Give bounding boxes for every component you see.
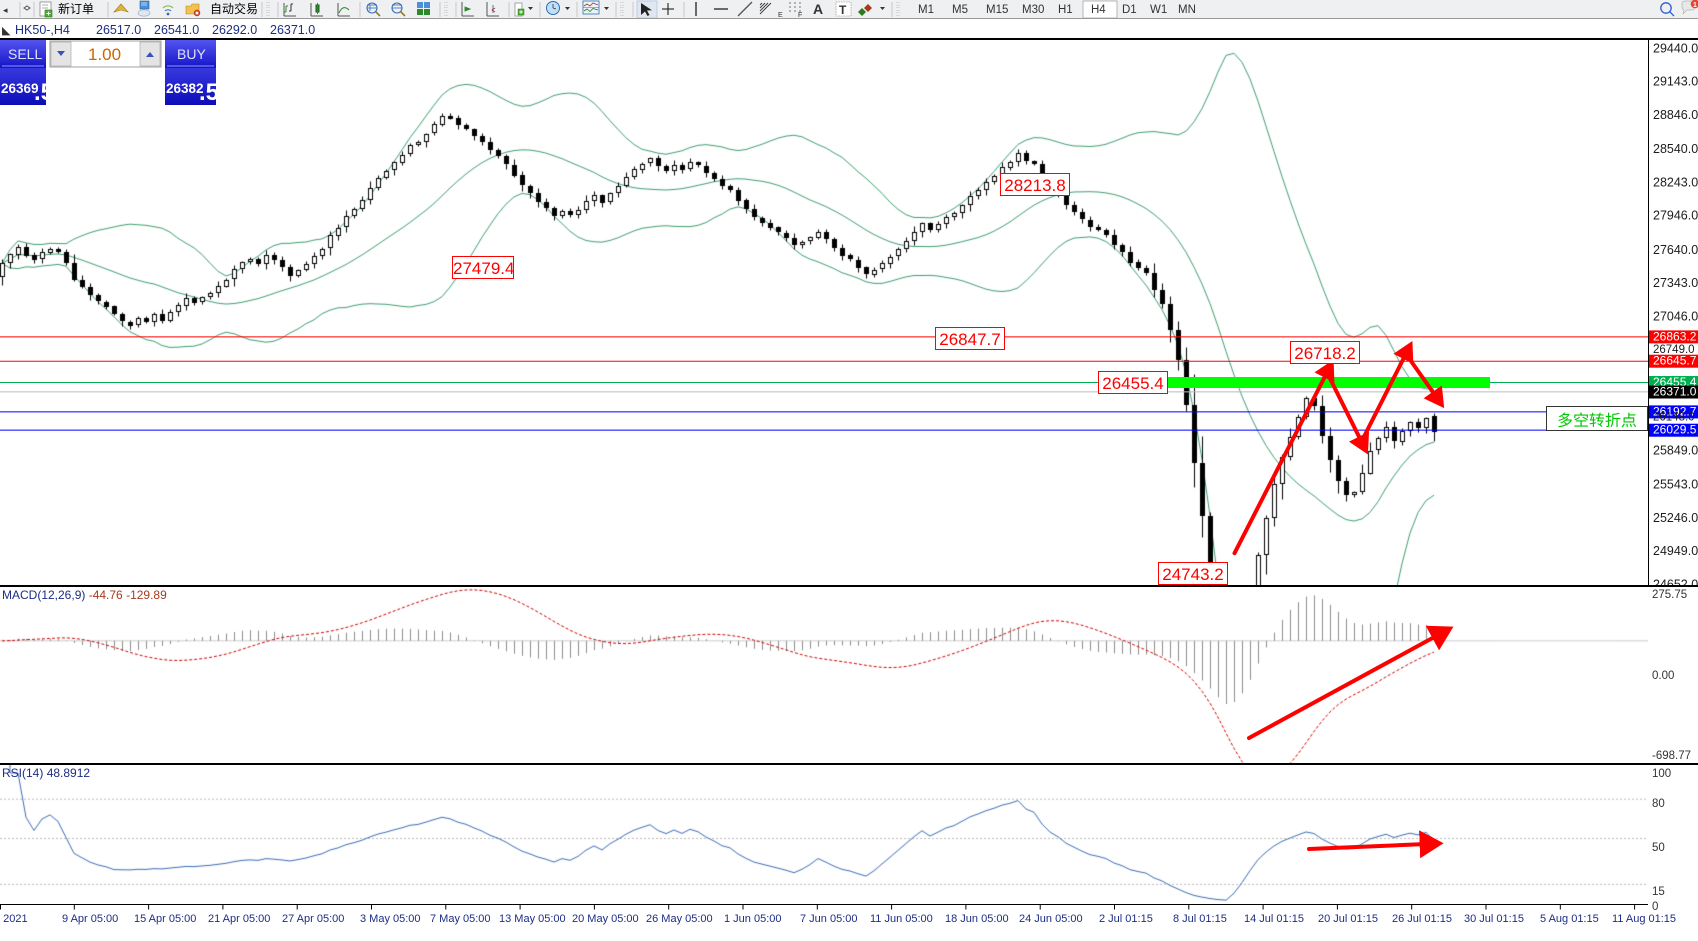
svg-text:26517.0: 26517.0 <box>96 23 141 37</box>
svg-text:7 May 05:00: 7 May 05:00 <box>430 913 491 925</box>
svg-text:26645.7: 26645.7 <box>1653 354 1697 368</box>
svg-text:◂: ◂ <box>3 5 8 15</box>
svg-text:14 Jul 01:15: 14 Jul 01:15 <box>1244 913 1304 925</box>
svg-text:F: F <box>798 12 802 19</box>
svg-text:26 Jul 01:15: 26 Jul 01:15 <box>1392 913 1452 925</box>
svg-text:26148.0: 26148.0 <box>1653 411 1695 423</box>
svg-text:29440.0: 29440.0 <box>1653 42 1698 56</box>
svg-text:1 Mar 2021: 1 Mar 2021 <box>0 913 28 925</box>
svg-text:新订单: 新订单 <box>58 1 94 16</box>
svg-text:M30: M30 <box>1022 4 1044 16</box>
svg-text:25543.0: 25543.0 <box>1653 478 1698 492</box>
svg-text:28846.0: 28846.0 <box>1653 108 1698 122</box>
svg-text:20 May 05:00: 20 May 05:00 <box>572 913 639 925</box>
svg-text:27640.0: 27640.0 <box>1653 243 1698 257</box>
svg-text:26292.0: 26292.0 <box>212 23 257 37</box>
svg-text:::: :: <box>620 11 624 18</box>
svg-text:20 Jul 01:15: 20 Jul 01:15 <box>1318 913 1378 925</box>
svg-text:H4: H4 <box>1091 4 1106 16</box>
svg-text:2 Jul 01:15: 2 Jul 01:15 <box>1099 913 1153 925</box>
svg-text:MN: MN <box>1178 4 1196 16</box>
svg-text:H1: H1 <box>1058 4 1073 16</box>
svg-text:-698.77: -698.77 <box>1652 750 1691 762</box>
svg-text:1 Jun 05:00: 1 Jun 05:00 <box>724 913 782 925</box>
svg-text:◣: ◣ <box>2 25 11 37</box>
svg-text:27 Apr 05:00: 27 Apr 05:00 <box>282 913 344 925</box>
svg-text:.5: .5 <box>199 79 216 105</box>
svg-text:24652.0: 24652.0 <box>1653 577 1698 585</box>
svg-text:15 Apr 05:00: 15 Apr 05:00 <box>134 913 196 925</box>
svg-text:M5: M5 <box>952 4 968 16</box>
svg-text:E: E <box>778 12 783 19</box>
svg-text:M1: M1 <box>918 4 934 16</box>
svg-text:27343.0: 27343.0 <box>1653 276 1698 290</box>
svg-text:28243.0: 28243.0 <box>1653 175 1698 189</box>
svg-text:BUY: BUY <box>177 46 206 62</box>
svg-text:.5: .5 <box>34 79 54 105</box>
svg-text:26029.5: 26029.5 <box>1653 423 1697 437</box>
svg-text:T: T <box>839 3 847 17</box>
svg-text:D1: D1 <box>1122 4 1137 16</box>
svg-text:A: A <box>813 1 823 17</box>
svg-text:0.00: 0.00 <box>1652 670 1674 682</box>
svg-text:24949.0: 24949.0 <box>1653 544 1698 558</box>
svg-text:1.00: 1.00 <box>88 45 121 64</box>
svg-text:8 Jul 01:15: 8 Jul 01:15 <box>1173 913 1227 925</box>
svg-text:11 Aug 01:15: 11 Aug 01:15 <box>1612 913 1676 925</box>
svg-text:21 Apr 05:00: 21 Apr 05:00 <box>208 913 270 925</box>
svg-text:24 Jun 05:00: 24 Jun 05:00 <box>1019 913 1083 925</box>
svg-text:3 May 05:00: 3 May 05:00 <box>360 913 421 925</box>
svg-text:::: :: <box>266 11 270 18</box>
svg-text:18 Jun 05:00: 18 Jun 05:00 <box>945 913 1009 925</box>
svg-text:13 May 05:00: 13 May 05:00 <box>499 913 566 925</box>
svg-text:27046.0: 27046.0 <box>1653 309 1698 323</box>
svg-text:25246.0: 25246.0 <box>1653 511 1698 525</box>
svg-text:30 Jul 01:15: 30 Jul 01:15 <box>1464 913 1524 925</box>
svg-text:26 May 05:00: 26 May 05:00 <box>646 913 713 925</box>
svg-text:26371.0: 26371.0 <box>270 23 315 37</box>
svg-text:26371.0: 26371.0 <box>1653 385 1697 399</box>
svg-text:26382: 26382 <box>166 81 204 96</box>
svg-text:W1: W1 <box>1150 4 1167 16</box>
svg-text:11 Jun 05:00: 11 Jun 05:00 <box>870 913 933 925</box>
svg-text:26369: 26369 <box>1 81 39 96</box>
svg-text:::: :: <box>896 11 900 18</box>
svg-text:::: :: <box>444 11 448 18</box>
svg-text:25849.0: 25849.0 <box>1653 443 1698 457</box>
svg-text:HK50-,H4: HK50-,H4 <box>15 23 70 37</box>
svg-text:275.75: 275.75 <box>1652 589 1687 601</box>
svg-text:27946.0: 27946.0 <box>1653 209 1698 223</box>
svg-text:26863.2: 26863.2 <box>1653 329 1697 343</box>
svg-text:29143.0: 29143.0 <box>1653 75 1698 89</box>
svg-text:自动交易: 自动交易 <box>210 1 258 16</box>
svg-text:7 Jun 05:00: 7 Jun 05:00 <box>800 913 858 925</box>
svg-text:1: 1 <box>1693 2 1697 9</box>
svg-text:9 Apr 05:00: 9 Apr 05:00 <box>62 913 118 925</box>
svg-text:M15: M15 <box>986 4 1008 16</box>
svg-text:SELL: SELL <box>8 46 42 62</box>
svg-text:28540.0: 28540.0 <box>1653 142 1698 156</box>
svg-text:26541.0: 26541.0 <box>154 23 199 37</box>
svg-text:5 Aug 01:15: 5 Aug 01:15 <box>1540 913 1599 925</box>
